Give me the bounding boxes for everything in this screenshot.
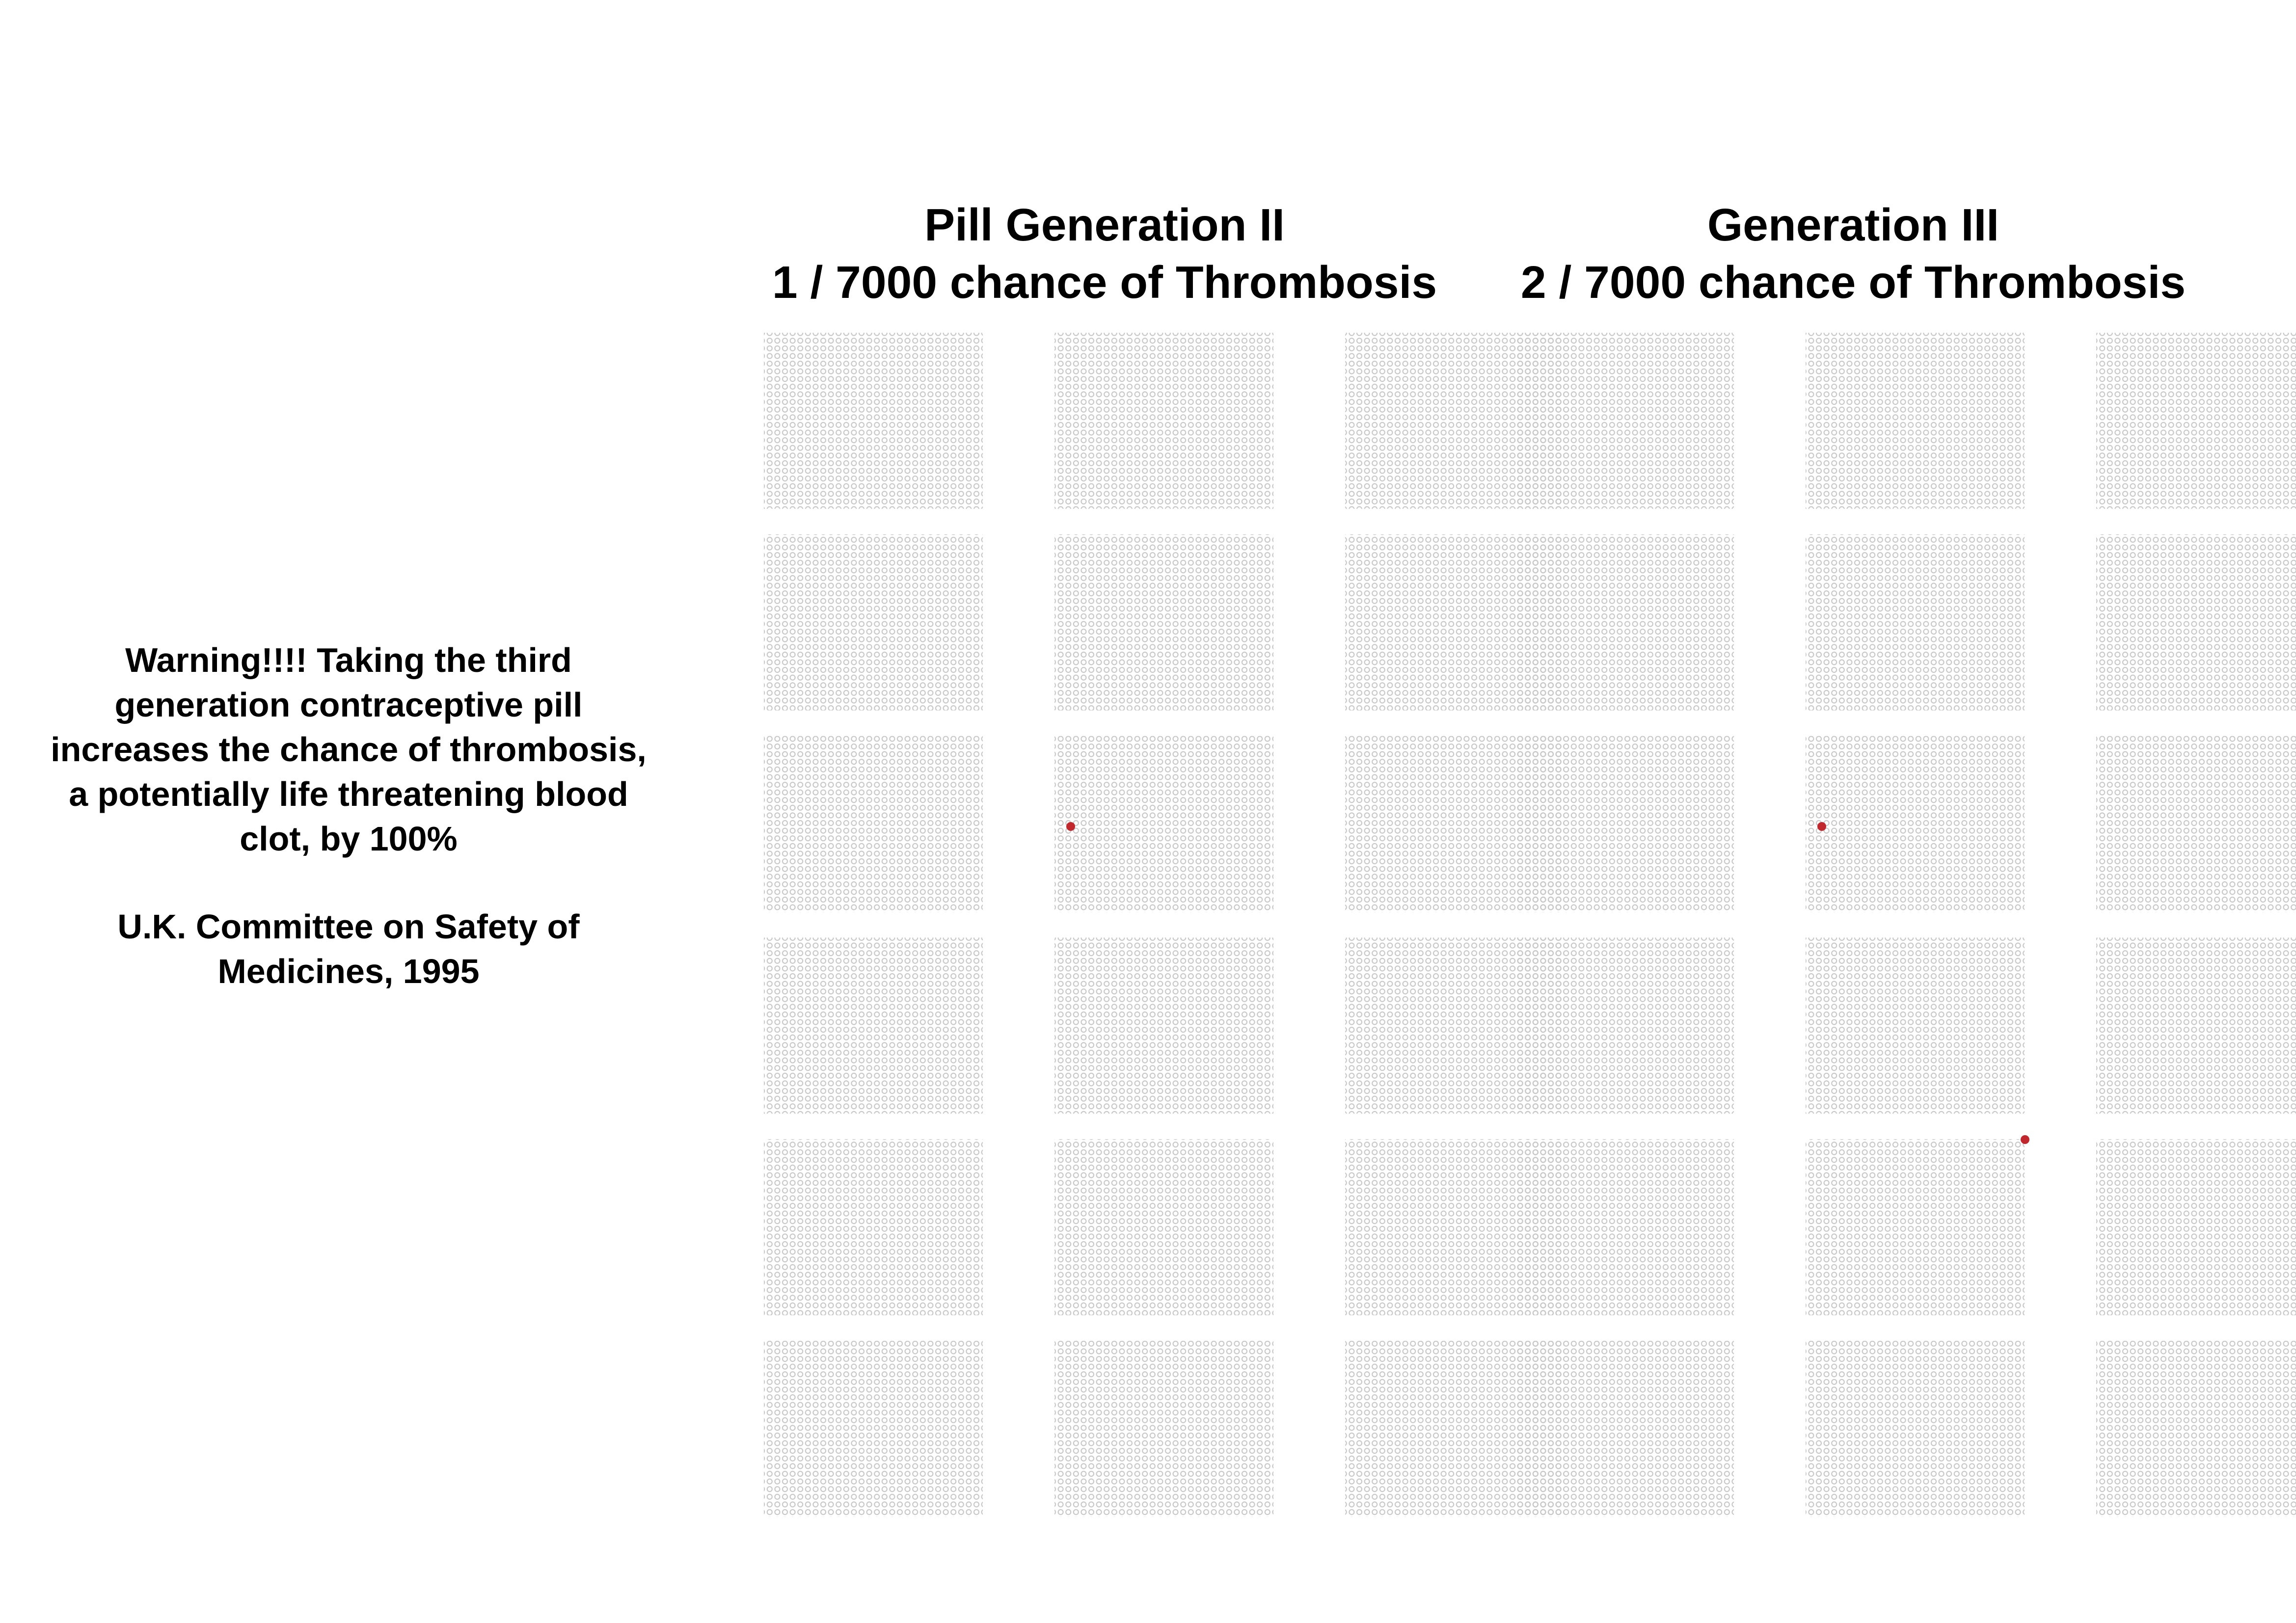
icon-block bbox=[1806, 333, 2025, 509]
chart-title: Pill Generation II bbox=[924, 199, 1285, 250]
icon-block bbox=[1054, 1139, 1274, 1315]
icon-block bbox=[2096, 1139, 2296, 1315]
warning-text: Warning!!!! Taking the third generation … bbox=[51, 641, 647, 858]
icon-block bbox=[1515, 1341, 1734, 1517]
icon-block bbox=[1806, 937, 2025, 1114]
icon-block bbox=[1806, 1341, 2025, 1517]
icon-block bbox=[1054, 1341, 1274, 1517]
icon-block bbox=[764, 937, 983, 1114]
chart-subtitle: 2 / 7000 chance of Thrombosis bbox=[1520, 257, 2186, 308]
chart-title: Generation III bbox=[1707, 199, 1999, 250]
icon-block bbox=[1515, 333, 1734, 509]
icon-block bbox=[1806, 736, 2025, 912]
warning-note: Warning!!!! Taking the third generation … bbox=[44, 638, 653, 994]
icon-block bbox=[1054, 333, 1274, 509]
icon-block bbox=[764, 534, 983, 711]
icon-block bbox=[1054, 534, 1274, 711]
icon-block bbox=[764, 1341, 983, 1517]
warning-source: U.K. Committee on Safety of Medicines, 1… bbox=[117, 907, 580, 990]
icon-block bbox=[2096, 534, 2296, 711]
icon-block bbox=[1515, 1139, 1734, 1315]
icon-block bbox=[764, 736, 983, 912]
panel-title-generation-iii: Generation III 2 / 7000 chance of Thromb… bbox=[1505, 196, 2202, 311]
icon-block bbox=[1515, 937, 1734, 1114]
chart-subtitle: 1 / 7000 chance of Thrombosis bbox=[772, 257, 1437, 308]
highlighted-case-dot bbox=[1817, 822, 1826, 831]
icon-block bbox=[1515, 736, 1734, 912]
panel-title-generation-ii: Pill Generation II 1 / 7000 chance of Th… bbox=[756, 196, 1453, 311]
icon-block bbox=[1054, 736, 1274, 912]
icon-block bbox=[2096, 1341, 2296, 1517]
icon-block bbox=[764, 1139, 983, 1315]
icon-array-1 bbox=[764, 333, 1565, 1517]
icon-block bbox=[1054, 937, 1274, 1114]
icon-block bbox=[1515, 534, 1734, 711]
highlighted-case-dot bbox=[2021, 1135, 2029, 1144]
icon-block bbox=[2096, 333, 2296, 509]
icon-block bbox=[2096, 937, 2296, 1114]
icon-block bbox=[764, 333, 983, 509]
icon-array-2 bbox=[1515, 333, 2296, 1517]
icon-block bbox=[1806, 1139, 2025, 1315]
icon-block bbox=[2096, 736, 2296, 912]
icon-block bbox=[1806, 534, 2025, 711]
highlighted-case-dot bbox=[1066, 822, 1075, 831]
